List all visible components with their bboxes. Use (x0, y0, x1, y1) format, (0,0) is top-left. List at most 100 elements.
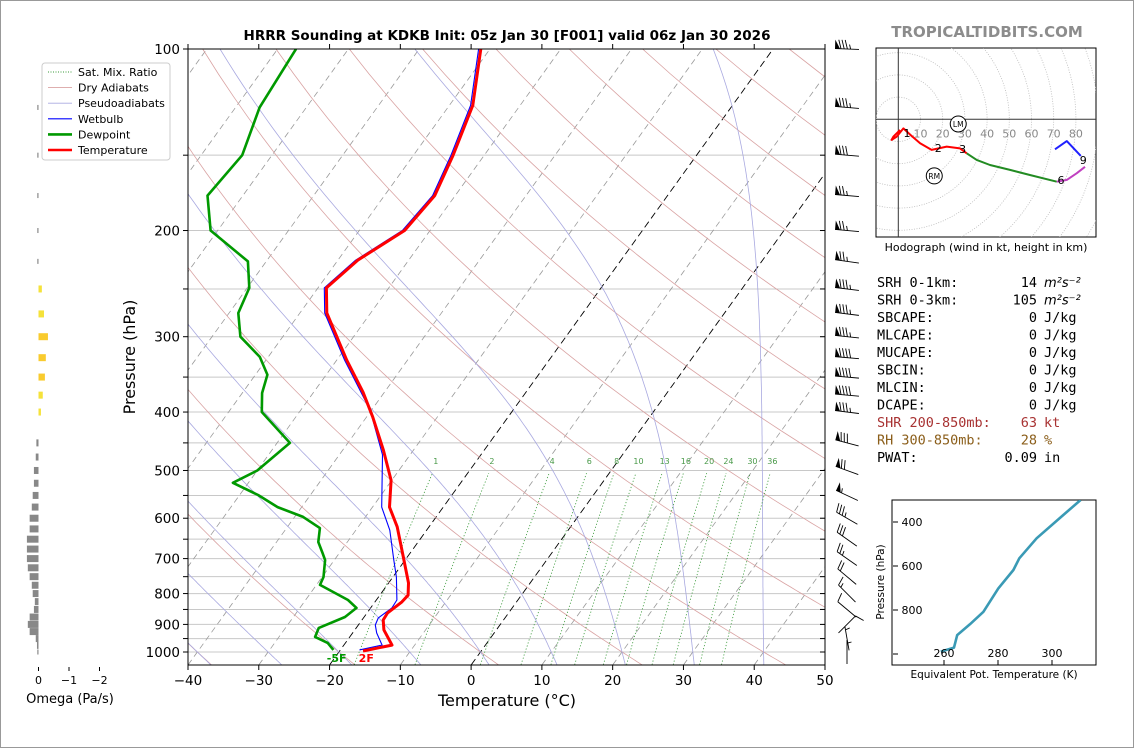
theta-e-panel: 400 600 800 260 280 300 Equivalent Pot. Temper… (875, 499, 1097, 681)
dry-adiabat (188, 145, 786, 665)
pseudoadiabat (188, 323, 490, 665)
barb-feather (838, 504, 843, 514)
barb-feather (841, 506, 845, 516)
barb-half-feather (849, 332, 852, 338)
barb-feather (845, 385, 848, 396)
barb-half-feather (849, 284, 852, 290)
omega-bar (33, 479, 39, 487)
barb-feather (845, 348, 848, 358)
barb-feather (836, 523, 841, 533)
barb-feather (841, 39, 845, 50)
barb-staff (844, 626, 850, 651)
barb-half-feather (846, 190, 848, 196)
x-tick-label: −20 (315, 673, 344, 689)
stat-unit-9: % (1044, 433, 1052, 449)
x-tick-label: 50 (816, 673, 833, 689)
barb-feather (838, 145, 842, 155)
dewpoint-profile (206, 49, 358, 651)
barb-flag (835, 97, 841, 107)
stat-value-2: 0 (1029, 310, 1037, 326)
stat-value-3: 0 (1029, 328, 1037, 344)
barb-half-feather (849, 44, 852, 50)
mixing-ratio-label: 2 (489, 457, 494, 466)
barb-half-feather (846, 641, 852, 644)
barb-feather (839, 544, 844, 554)
hodograph-caption: Hodograph (wind in kt, height in km) (885, 241, 1088, 254)
wind-barb (838, 576, 856, 603)
barb-staff (837, 568, 857, 585)
barb-feather (842, 251, 845, 262)
mixing-ratio-line (480, 472, 550, 665)
barb-half-feather (849, 309, 852, 315)
omega-bar (29, 573, 39, 581)
y-tick-label: 600 (154, 511, 180, 527)
theta-e-profile (940, 500, 1082, 653)
y-tick-label: 700 (154, 552, 180, 568)
wind-barb (844, 626, 850, 651)
mixing-ratio-label: 16 (681, 457, 691, 466)
x-tick-label: −40 (174, 673, 203, 689)
pseudoadiabat (188, 572, 283, 665)
omega-bar (26, 555, 39, 563)
hodograph-segment (890, 127, 968, 155)
legend-item-label: Dry Adiabats (78, 82, 149, 95)
omega-bar (35, 453, 39, 461)
surface-temperature-label: 2F (359, 652, 374, 665)
theta-e-x-tick-label: 300 (1042, 647, 1063, 660)
wind-barb (835, 145, 859, 157)
stat-label-10: PWAT: (877, 450, 918, 466)
barb-staff (836, 531, 858, 547)
mixing-ratio-label: 13 (660, 457, 670, 466)
hodograph-ring-label: 50 (1002, 127, 1016, 140)
x-tick-label: 30 (675, 673, 692, 689)
stat-unit-7: J/kg (1044, 398, 1077, 414)
stat-value-4: 0 (1029, 345, 1037, 361)
omega-bar (36, 641, 39, 649)
barb-feather (845, 367, 848, 378)
omega-tick-label: −2 (91, 674, 107, 687)
wind-barb (834, 39, 860, 50)
dry-adiabat (188, 388, 499, 665)
barb-feather (845, 145, 848, 156)
barb-feather (848, 348, 852, 359)
isotherm (188, 49, 491, 470)
stat-unit-1: m²s⁻² (1044, 294, 1081, 309)
barb-half-feather (845, 627, 850, 631)
omega-bar (26, 545, 39, 553)
omega-tick-label: 0 (35, 674, 42, 687)
mixing-ratio-line (414, 472, 490, 665)
stat-value-6: 0 (1029, 380, 1037, 396)
omega-bar (29, 628, 39, 636)
stat-label-3: MLCAPE: (877, 328, 934, 344)
x-tick-label: −30 (245, 673, 274, 689)
mixing-ratio-label: 4 (550, 457, 555, 466)
pseudoadiabat (712, 49, 765, 665)
wind-barb (835, 347, 859, 360)
legend-item-label: Wetbulb (78, 113, 123, 126)
hodograph-ring-label: 80 (1069, 127, 1083, 140)
mixing-ratio-label: 36 (767, 457, 777, 466)
barb-feather (838, 185, 842, 196)
barb-feather (839, 326, 842, 337)
omega-bar (27, 620, 39, 628)
mixing-ratio-line (353, 472, 433, 665)
wind-barb (835, 385, 859, 397)
barb-feather (838, 39, 842, 49)
isotherm (400, 74, 825, 665)
mixing-ratio-label: 8 (614, 457, 619, 466)
x-tick-label: 40 (746, 673, 763, 689)
y-tick-label: 400 (154, 405, 180, 421)
barb-feather (842, 327, 845, 337)
x-axis-label: Temperature (°C) (437, 691, 576, 710)
stat-label-1: SRH 0-3km: (877, 293, 958, 309)
wind-barb (835, 431, 859, 447)
barb-feather (838, 97, 842, 107)
stat-label-6: MLCIN: (877, 380, 926, 396)
barb-flag (835, 385, 841, 395)
barb-staff (837, 601, 857, 618)
omega-bar (29, 613, 39, 621)
barb-staff (838, 584, 856, 603)
wind-barb (837, 593, 857, 618)
